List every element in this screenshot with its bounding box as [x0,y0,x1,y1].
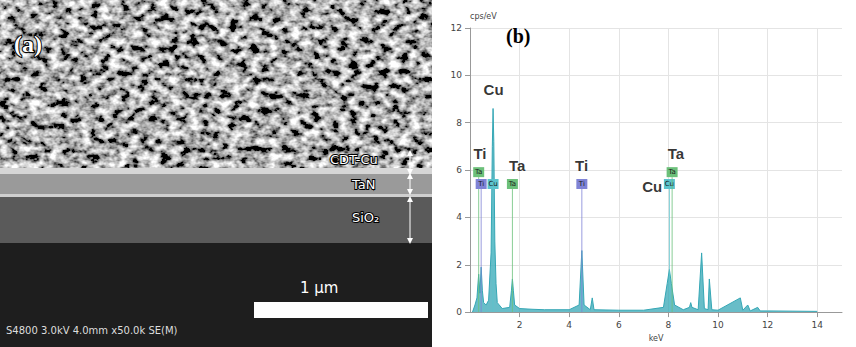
svg-text:(a): (a) [14,31,42,57]
svg-text:Ta: Ta [474,168,482,176]
svg-text:4: 4 [566,320,572,330]
svg-text:Cu: Cu [484,81,504,98]
svg-text:Cu: Cu [488,180,497,188]
svg-text:10: 10 [451,70,463,80]
svg-text:Ta: Ta [508,180,516,188]
svg-text:Ta: Ta [509,157,526,174]
svg-text:8: 8 [666,320,672,330]
svg-text:Ti: Ti [575,157,588,174]
svg-text:Ti: Ti [477,180,484,188]
svg-text:12: 12 [762,320,773,330]
svg-text:(b): (b) [506,25,530,48]
svg-text:8: 8 [456,118,462,128]
svg-text:Cu: Cu [642,178,662,195]
svg-text:TaN: TaN [351,177,375,192]
svg-text:S4800 3.0kV 4.0mm x50.0k SE(M): S4800 3.0kV 4.0mm x50.0k SE(M) [6,325,178,336]
svg-text:Cu: Cu [665,180,674,188]
svg-text:cps/eV: cps/eV [470,12,497,21]
svg-text:2: 2 [517,320,523,330]
svg-text:0: 0 [456,307,462,317]
svg-text:keV: keV [649,334,664,343]
svg-text:6: 6 [456,165,462,175]
svg-text:14: 14 [811,320,823,330]
svg-text:2: 2 [456,260,462,270]
svg-text:SiO₂: SiO₂ [352,210,379,225]
svg-text:CDT-Cu: CDT-Cu [330,152,378,167]
svg-text:4: 4 [456,212,462,222]
svg-text:12: 12 [451,23,462,33]
svg-text:Ta: Ta [667,168,675,176]
svg-text:6: 6 [616,320,622,330]
svg-text:Ti: Ti [473,145,486,162]
svg-text:1 μm: 1 μm [300,279,338,297]
svg-text:Ti: Ti [578,180,585,188]
svg-text:10: 10 [712,320,724,330]
svg-text:Ta: Ta [668,145,685,162]
